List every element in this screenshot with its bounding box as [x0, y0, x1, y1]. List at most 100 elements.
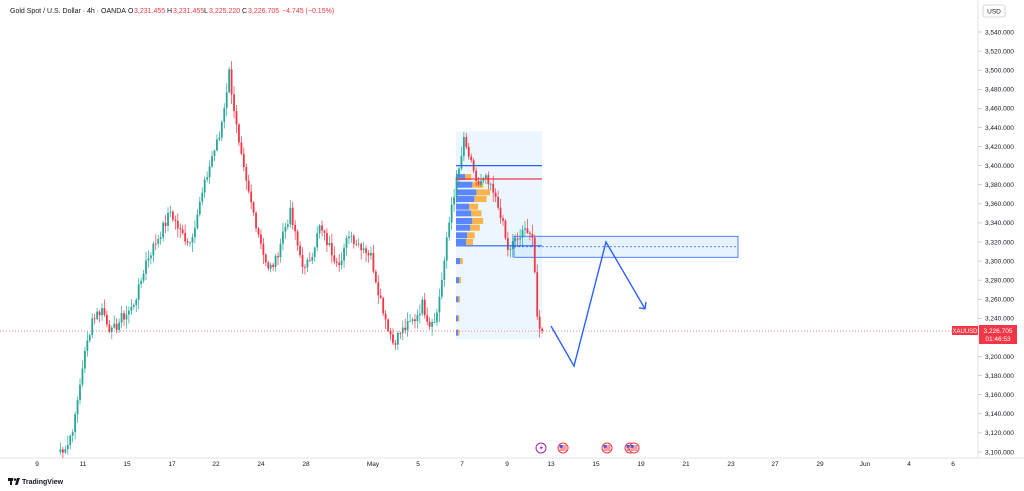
candle-body	[489, 183, 492, 185]
candle-body	[423, 299, 426, 316]
current-price-tag: XAUUSD 3,226.705 01:46:53	[952, 325, 1017, 344]
candle-body	[140, 280, 143, 285]
projection-path	[550, 240, 647, 368]
candle-body	[519, 237, 522, 240]
profile-bar-orange	[458, 315, 460, 322]
time-tick-label: Jun	[860, 461, 871, 468]
low-label: L	[204, 8, 208, 15]
tradingview-logo[interactable]: TradingView	[8, 478, 64, 486]
candle-body	[538, 316, 541, 329]
us-flag-event-icon[interactable]	[601, 442, 613, 454]
candlestick-series	[59, 61, 544, 459]
candle-body	[198, 201, 201, 215]
candle-body	[289, 207, 292, 225]
price-tick-label: 3,460.000	[985, 106, 1014, 113]
candle-body	[64, 449, 67, 453]
volume-profile	[456, 174, 490, 336]
candle-body	[135, 299, 138, 305]
candle-body	[179, 228, 182, 230]
candle-body	[526, 228, 529, 233]
candle-body	[494, 192, 497, 197]
candle-body	[206, 177, 209, 180]
profile-bar-blue	[456, 315, 459, 322]
candle-body	[186, 241, 189, 243]
high-label: H	[167, 8, 172, 15]
candle-body	[404, 327, 407, 331]
candle-body	[304, 266, 306, 268]
candle-body	[345, 238, 348, 248]
profile-bar-orange	[469, 203, 479, 210]
candle-body	[433, 322, 436, 323]
price-tick-label: 3,320.000	[985, 239, 1014, 246]
candle-body	[511, 241, 514, 249]
candle-body	[382, 297, 385, 314]
candle-body	[238, 124, 240, 143]
price-tick-label: 3,260.000	[985, 297, 1014, 304]
profile-bar-orange	[466, 239, 473, 245]
candle-body	[164, 222, 167, 226]
candle-body	[88, 335, 91, 341]
projection-polyline[interactable]	[550, 240, 646, 368]
symbol-title[interactable]: Gold Spot / U.S. Dollar · 4h · OANDA	[10, 8, 126, 15]
candle-body	[330, 242, 333, 256]
candle-body	[235, 110, 238, 125]
profile-bar-orange	[467, 232, 475, 239]
candle-body	[211, 156, 213, 167]
candle-body	[365, 248, 367, 254]
candle-body	[216, 139, 218, 151]
candle-body	[274, 255, 277, 267]
candle-body	[480, 180, 482, 185]
time-tick-label: 9	[505, 461, 509, 468]
candle-body	[196, 214, 199, 229]
profile-bar-blue	[456, 203, 470, 210]
candle-body	[74, 414, 77, 433]
price-axis[interactable]: 3,100.000 3,120.000 3,140.000 3,160.000 3,18…	[978, 29, 1014, 456]
candle-body	[411, 319, 414, 321]
candle-body	[245, 167, 248, 181]
us-flag-event-icon[interactable]	[628, 442, 640, 454]
price-tick-label: 3,280.000	[985, 277, 1014, 284]
lightning-event-icon[interactable]	[535, 442, 547, 454]
candle-body	[277, 255, 279, 258]
currency-box	[982, 4, 1006, 18]
candle-body	[533, 237, 536, 273]
candle-body	[128, 310, 130, 315]
time-tick-label: 4	[907, 461, 911, 468]
profile-bar-blue	[456, 189, 477, 196]
supply-zone	[513, 235, 739, 258]
candle-body	[228, 69, 231, 93]
candle-body	[318, 225, 321, 234]
candle-body	[286, 224, 289, 227]
profile-bar-orange	[460, 258, 463, 265]
us-flag-event-icon[interactable]	[557, 442, 569, 454]
candle-body	[340, 260, 343, 265]
candle-body	[191, 237, 194, 243]
candle-body	[181, 229, 184, 234]
candle-body	[311, 256, 314, 261]
currency-text: USD	[987, 9, 1001, 16]
candle-body	[93, 318, 96, 320]
candle-body	[387, 319, 389, 331]
candle-body	[377, 282, 380, 296]
candle-body	[150, 255, 152, 259]
candle-body	[401, 327, 404, 334]
time-axis[interactable]: 9 11 15 17 22 24 28 May 5 7 9 13 15 19 21 23 27 29 Jun 4 6	[35, 461, 955, 468]
candle-body	[120, 313, 123, 323]
time-tick-label: 24	[257, 461, 265, 468]
candle-body	[83, 350, 86, 369]
profile-bar-orange	[471, 210, 482, 217]
price-tick-label: 3,160.000	[985, 392, 1014, 399]
time-tick-label: 28	[302, 461, 310, 468]
time-tick-label: 5	[416, 461, 420, 468]
time-tick-label: 15	[123, 461, 131, 468]
candle-body	[418, 313, 421, 316]
price-tick-label: 3,340.000	[985, 220, 1014, 227]
candle-body	[392, 334, 394, 344]
close-label: C	[242, 8, 247, 15]
candle-body	[436, 312, 438, 323]
candle-body	[220, 121, 223, 138]
candle-body	[335, 261, 338, 263]
candle-body	[536, 272, 539, 317]
